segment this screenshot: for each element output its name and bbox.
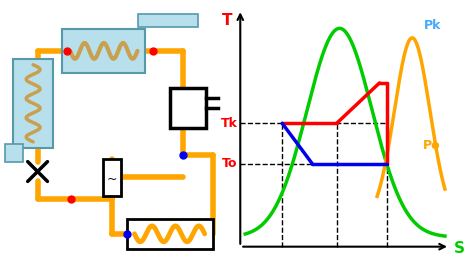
Text: Tk: Tk [220,117,237,130]
Bar [126,219,213,249]
Bar [13,59,53,148]
Text: Po: Po [423,139,441,152]
Bar [5,144,23,162]
Text: S: S [454,241,465,256]
Text: To: To [222,157,237,170]
Text: ~: ~ [106,173,117,186]
Bar [139,14,198,27]
Text: T: T [222,13,232,28]
Text: Pk: Pk [424,19,441,32]
Bar [62,29,146,73]
Bar [170,88,206,128]
Bar [103,159,120,196]
